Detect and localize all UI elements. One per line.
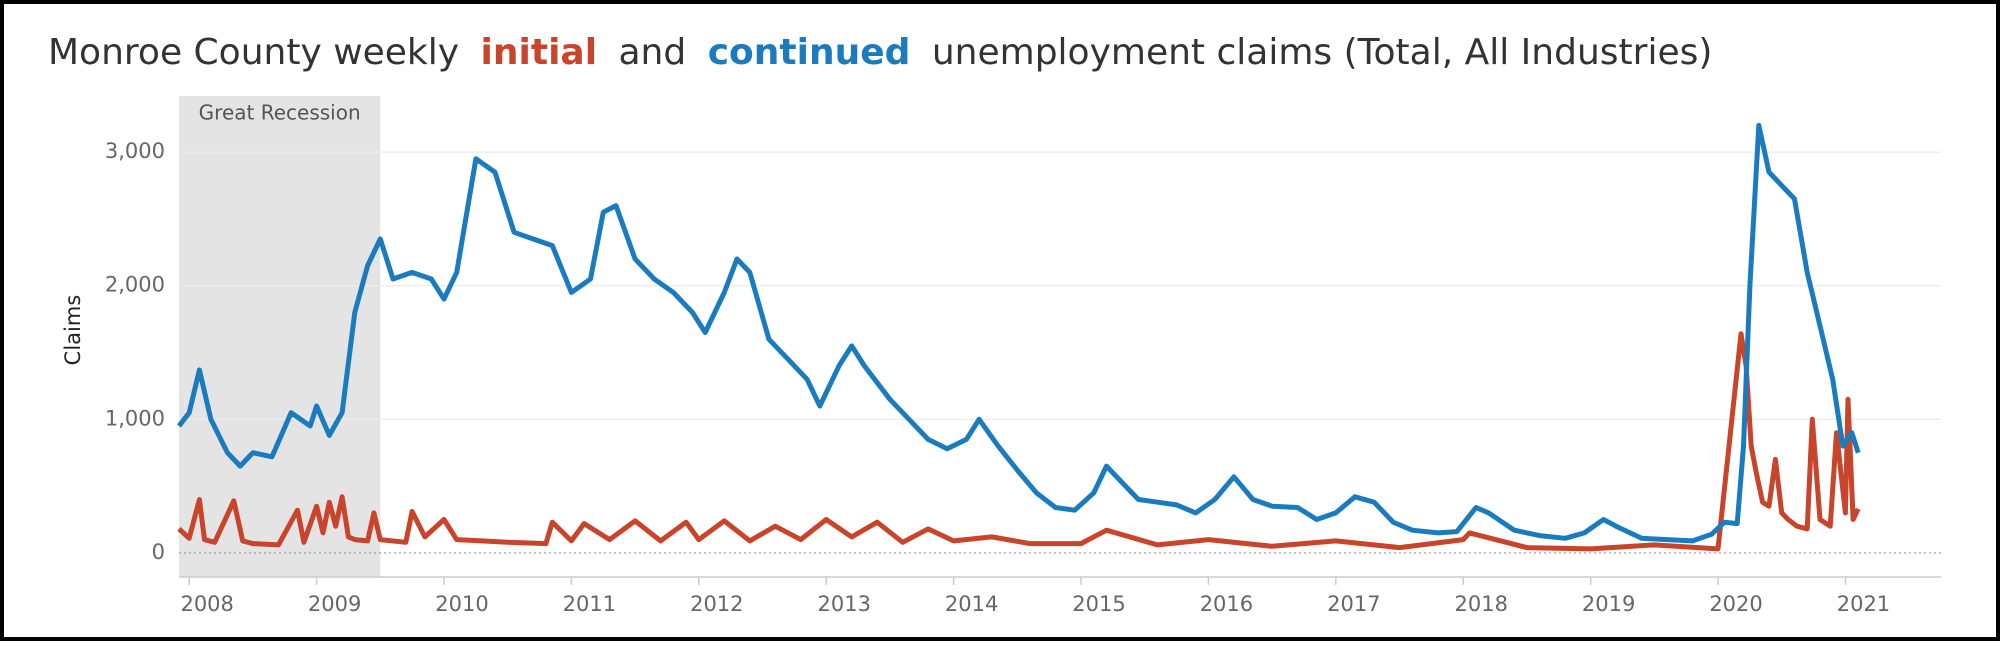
x-tick-label: 2020 (1709, 592, 1762, 616)
y-tick-label: 3,000 (105, 139, 165, 163)
series-line (177, 331, 1861, 552)
recession-label: Great Recession (199, 101, 361, 125)
recession-band (179, 96, 381, 577)
x-tick-label: 2014 (945, 592, 998, 616)
x-tick-label: 2012 (690, 592, 743, 616)
x-tick-label: 2017 (1327, 592, 1380, 616)
x-tick-label: 2008 (180, 592, 233, 616)
series-line (177, 122, 1861, 544)
title-before: Monroe County weekly (48, 32, 459, 73)
title-continued: continued (708, 32, 911, 73)
y-tick-label: 1,000 (105, 406, 165, 430)
x-tick-label: 2009 (308, 592, 361, 616)
y-tick-label: 2,000 (105, 273, 165, 297)
x-tick-label: 2011 (563, 592, 616, 616)
chart-title: Monroe County weekly initial and continu… (48, 32, 1712, 73)
y-axis-label: Claims (61, 295, 85, 366)
x-tick-label: 2010 (435, 592, 488, 616)
title-initial: initial (481, 32, 598, 73)
x-tick-label: 2016 (1200, 592, 1253, 616)
title-after: unemployment claims (Total, All Industri… (932, 32, 1713, 73)
x-tick-label: 2013 (817, 592, 870, 616)
y-tick-label: 0 (152, 540, 165, 564)
x-tick-label: 2015 (1072, 592, 1125, 616)
x-tick-label: 2018 (1455, 592, 1508, 616)
x-tick-label: 2019 (1582, 592, 1635, 616)
title-middle: and (619, 32, 687, 73)
x-tick-label: 2021 (1837, 592, 1890, 616)
